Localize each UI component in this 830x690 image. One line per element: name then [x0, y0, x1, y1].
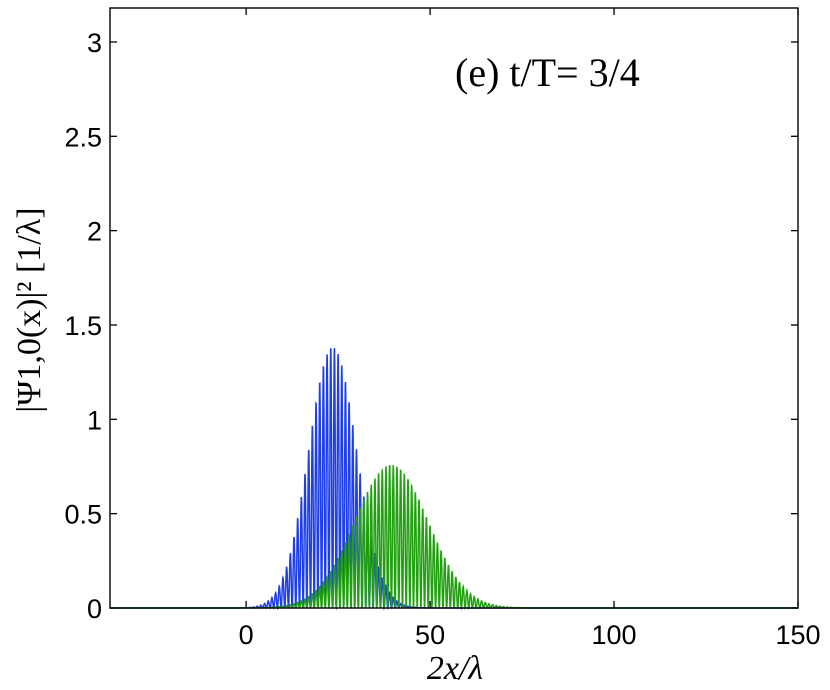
- tick-layer: 0 50 100 150 0 0.5 1 1.5 2 2.5 3: [64, 8, 821, 650]
- x-tick-label: 100: [592, 620, 637, 650]
- y-tick-label: 0.5: [64, 500, 102, 530]
- y-tick-label: 1.5: [64, 311, 102, 341]
- x-axis-title: 2x/λ: [427, 650, 483, 687]
- y-tick-label: 3: [87, 28, 102, 58]
- y-tick-label: 2: [87, 217, 102, 247]
- x-tick-label: 0: [239, 620, 254, 650]
- plot-frame: [109, 7, 799, 609]
- y-tick-label: 1: [87, 405, 102, 435]
- y-tick-label: 0: [87, 594, 102, 624]
- y-tick-label: 2.5: [64, 122, 102, 152]
- x-tick-label: 150: [775, 620, 820, 650]
- y-axis-title: |Ψ1,0(x)|² [1/λ]: [11, 207, 48, 412]
- plot-background: [110, 8, 798, 608]
- annotation-label: (e) t/T= 3/4: [455, 50, 640, 95]
- x-tick-label: 50: [415, 620, 445, 650]
